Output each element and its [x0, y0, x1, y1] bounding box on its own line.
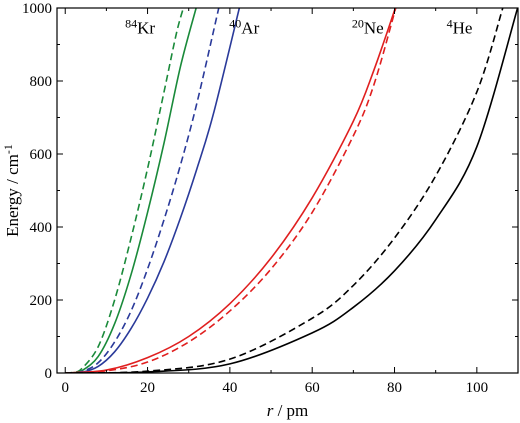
x-axis-unit: / pm — [273, 401, 308, 420]
y-tick-label: 200 — [30, 293, 53, 309]
isotope-label-kr: 84Kr — [125, 17, 155, 38]
plot-frame — [56, 7, 519, 374]
series-line-1 — [65, 8, 185, 373]
x-tick-label: 20 — [140, 380, 155, 396]
isotope-label-ne: 20Ne — [352, 17, 384, 38]
x-tick-label: 0 — [61, 380, 69, 396]
x-tick-label: 60 — [305, 380, 320, 396]
series-line-7 — [65, 8, 504, 373]
series-line-3 — [65, 8, 220, 373]
y-axis-label: Energy / cm — [3, 154, 22, 237]
isotope-label-ar: 40Ar — [229, 17, 259, 38]
x-axis-title: r / pm — [267, 401, 309, 420]
x-tick-label: 80 — [387, 380, 402, 396]
y-tick-label: 400 — [30, 220, 53, 236]
series-layer — [65, 8, 518, 373]
annotation-layer: 84Kr 40Ar 20Ne 4He — [125, 17, 472, 38]
y-tick-label: 1000 — [22, 1, 52, 17]
series-line-5 — [65, 8, 397, 373]
series-line-4 — [65, 8, 241, 373]
isotope-label-he: 4He — [447, 17, 473, 38]
y-axis-unit-exponent: -1 — [1, 144, 15, 154]
x-tick-label: 40 — [222, 380, 237, 396]
y-tick-label: 800 — [30, 74, 53, 90]
y-axis-title: Energy / cm-1 — [1, 144, 22, 237]
y-tick-label: 0 — [45, 366, 53, 382]
x-tick-label: 100 — [466, 380, 489, 396]
series-line-6 — [65, 8, 397, 373]
series-line-2 — [65, 8, 197, 373]
x-axis-variable: r — [267, 401, 274, 420]
y-tick-label: 600 — [30, 147, 53, 163]
series-line-8 — [65, 8, 518, 373]
